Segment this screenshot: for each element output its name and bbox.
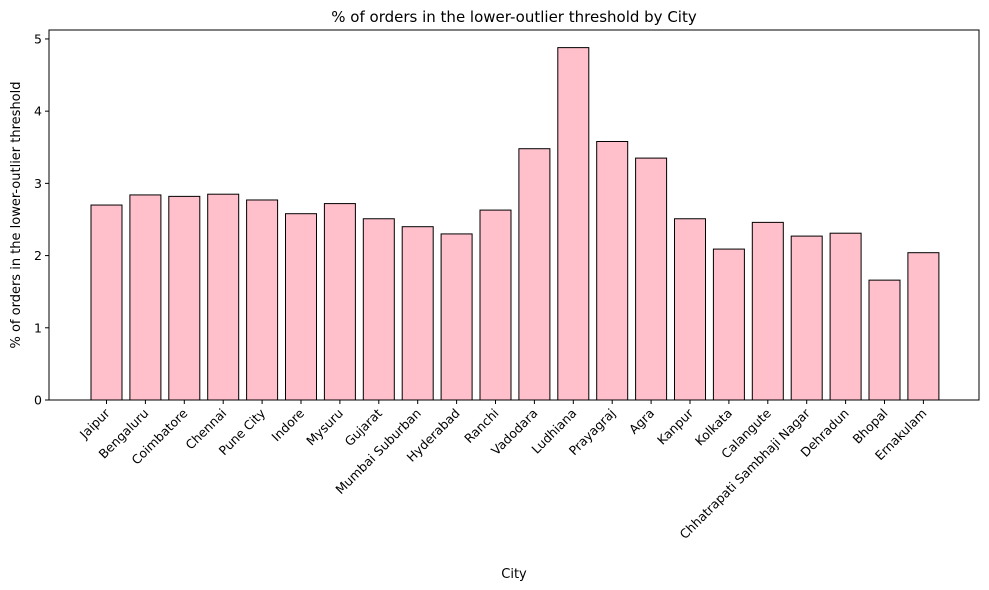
- bar-kanpur: [674, 218, 706, 401]
- y-tick-label: 0: [34, 393, 42, 408]
- x-tick-label: Jaipur: [76, 405, 113, 442]
- x-tick-label: Kanpur: [654, 405, 697, 448]
- bar-hyderabad: [440, 233, 473, 401]
- bar-vadodara: [518, 148, 551, 401]
- y-tick-label: 3: [34, 176, 42, 191]
- bar-gujarat: [362, 218, 395, 401]
- bar-ludhiana: [557, 47, 590, 401]
- bar-agra: [635, 157, 668, 401]
- bar-coimbatore: [168, 195, 201, 401]
- y-axis-title: % of orders in the lower-outlier thresho…: [9, 81, 24, 348]
- bar-bengaluru: [129, 194, 162, 401]
- bar-ranchi: [479, 209, 512, 401]
- bar-prayagraj: [596, 140, 629, 401]
- bar-ernakulam: [907, 252, 940, 401]
- x-tick-label: Agra: [626, 406, 657, 437]
- bar-chhatrapati-sambhaji-nagar: [790, 235, 823, 401]
- chart-title: % of orders in the lower-outlier thresho…: [331, 8, 697, 26]
- bars-layer: [90, 47, 940, 401]
- x-axis-title: City: [501, 567, 527, 582]
- bar-indore: [285, 213, 317, 401]
- bar-calangute: [751, 221, 784, 401]
- bar-mumbai-suburban: [401, 226, 434, 401]
- x-tick-label: Indore: [268, 405, 307, 444]
- bar-chennai: [207, 193, 240, 401]
- plot-frame: [48, 29, 980, 401]
- y-tick-label: 4: [34, 104, 42, 119]
- bar-bhopal: [868, 279, 901, 401]
- y-axis: 0 1 2 3 4 5: [34, 31, 49, 408]
- bar-dehradun: [829, 232, 862, 401]
- bar-kolkata: [712, 248, 745, 401]
- bar-pune-city: [246, 199, 279, 401]
- y-tick-label: 1: [34, 320, 42, 335]
- x-tick-label: Mysuru: [303, 406, 346, 449]
- bar-mysuru: [323, 203, 356, 401]
- y-tick-label: 2: [34, 248, 42, 263]
- y-tick-label: 5: [34, 31, 42, 46]
- bar-jaipur: [90, 204, 123, 401]
